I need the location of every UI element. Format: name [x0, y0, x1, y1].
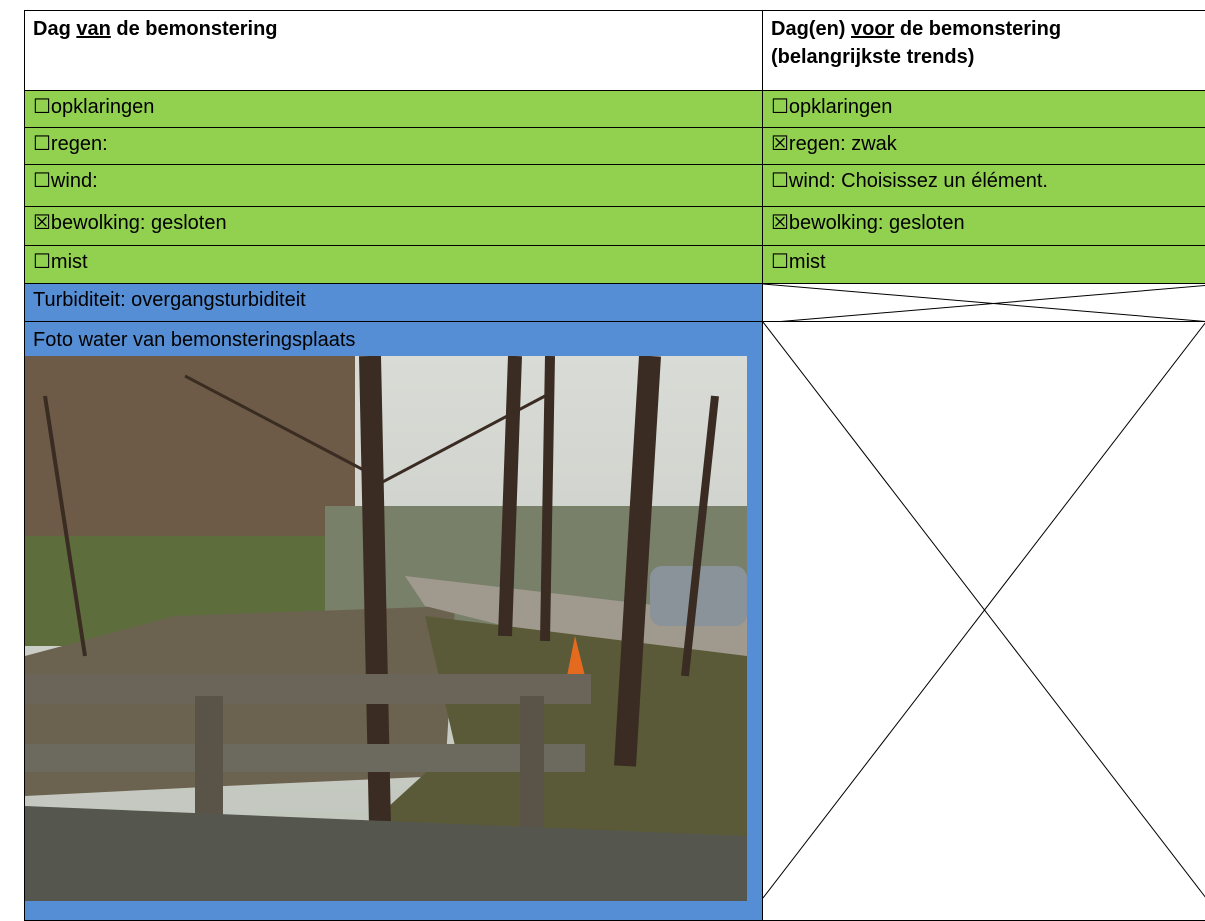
weather-cell: ☐mist [24, 245, 763, 284]
header-text: Dag [33, 18, 77, 40]
photo [25, 356, 747, 901]
empty-cell [762, 321, 1205, 921]
cross [763, 284, 1205, 321]
header-text: van [76, 18, 111, 40]
header-cell: Dag van de bemonstering [24, 10, 763, 91]
weather-cell: ☐regen: [24, 127, 763, 165]
photo-caption: Foto water van bemonsteringsplaats [33, 329, 356, 351]
header-cell: Dag(en) voor de bemonstering (belangrijk… [762, 10, 1205, 91]
weather-cell: ☐mist [762, 245, 1205, 284]
weather-cell: ☒bewolking: gesloten [762, 206, 1205, 246]
header-text: de bemonstering [894, 18, 1062, 40]
header-text: de bemonstering [110, 18, 278, 40]
turbidity-cell: Turbiditeit: overgangsturbiditeit [24, 283, 763, 322]
empty-cell [762, 283, 1205, 322]
cross [763, 322, 1205, 899]
header-text: Dag(en) [771, 18, 851, 40]
weather-cell: ☐opklaringen [762, 90, 1205, 128]
document: Dag van de bemonstering Dag(en) voor de … [24, 10, 1205, 921]
weather-cell: ☐wind: [24, 164, 763, 207]
header-text: (belangrijkste trends) [771, 46, 975, 68]
page: Dag van de bemonstering Dag(en) voor de … [24, 10, 1205, 921]
weather-cell: ☐wind: Choisissez un élément. [762, 164, 1205, 207]
weather-cell: ☐opklaringen [24, 90, 763, 128]
weather-cell: ☒bewolking: gesloten [24, 206, 763, 246]
weather-cell: ☒regen: zwak [762, 127, 1205, 165]
header-text: voor [851, 18, 895, 40]
photo-cell: Foto water van bemonsteringsplaats [24, 321, 763, 921]
